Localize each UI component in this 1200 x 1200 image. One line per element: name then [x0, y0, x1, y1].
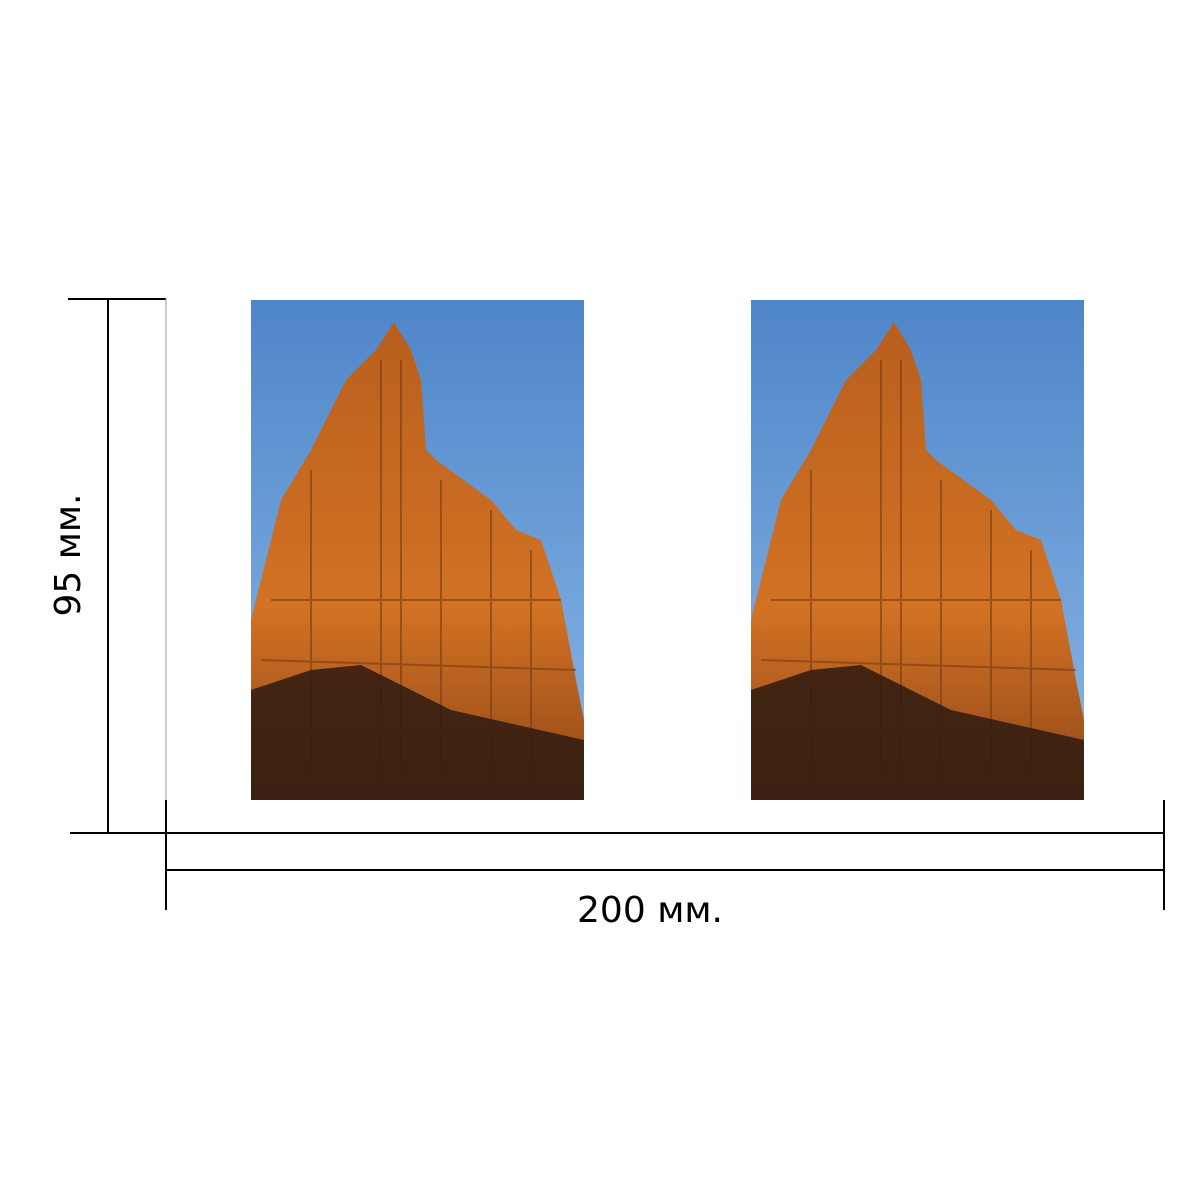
- product-photo: [251, 300, 584, 800]
- product-photo: [751, 300, 1084, 800]
- width-label: 200 мм.: [577, 890, 723, 931]
- width-dimension: 200 мм.: [165, 800, 1165, 931]
- height-dimension: 95 мм.: [48, 298, 167, 834]
- height-label: 95 мм.: [48, 493, 89, 616]
